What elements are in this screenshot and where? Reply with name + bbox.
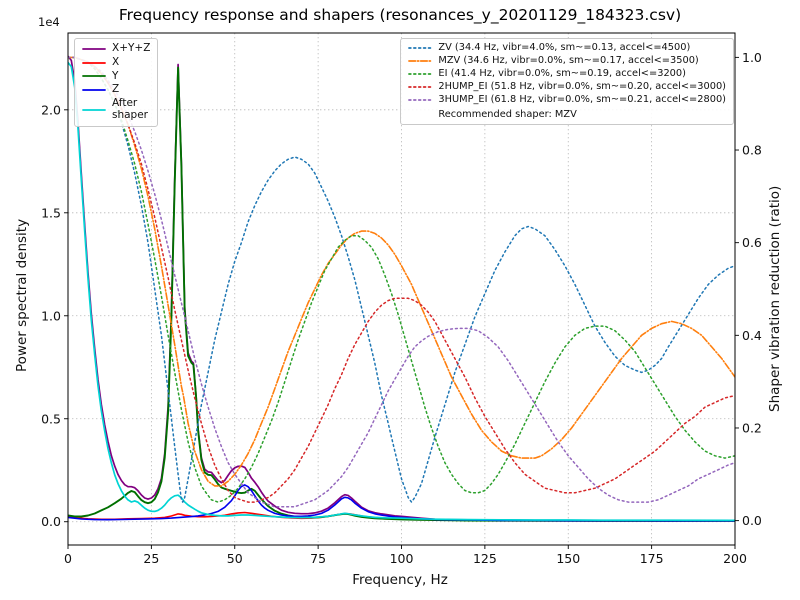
chart-title: Frequency response and shapers (resonanc…	[118, 6, 682, 24]
legend-label: 2HUMP_EI (51.8 Hz, vibr=0.0%, sm~=0.20, …	[438, 80, 726, 92]
y-left-tick-label: 1.0	[41, 308, 61, 323]
y-left-tick-label: 0.0	[41, 514, 61, 529]
x-tick-label: 125	[473, 551, 497, 566]
legend-label: Z	[112, 83, 120, 96]
legend-swatch-ei	[408, 73, 433, 76]
y-right-tick-label: 0.8	[742, 143, 762, 158]
legend-label: X	[112, 55, 120, 68]
legend-swatch-after shaper	[82, 108, 106, 111]
series-after-shaper	[68, 61, 735, 522]
y-right-tick-label: 0.6	[742, 235, 762, 250]
y-left-tick-label: 0.5	[41, 411, 61, 426]
series-xyz	[68, 55, 735, 522]
series-group	[68, 55, 735, 522]
x-tick-label: 0	[64, 551, 72, 566]
tick-marks	[64, 56, 739, 549]
legend-swatch-z	[82, 89, 106, 92]
legend-shapers: ZV (34.4 Hz, vibr=4.0%, sm~=0.13, accel<…	[400, 38, 734, 125]
legend-recommended-shaper: Recommended shaper: MZV	[438, 108, 577, 120]
x-tick-label: 75	[310, 551, 326, 566]
x-tick-label: 100	[390, 551, 414, 566]
legend-item: EI (41.4 Hz, vibr=0.0%, sm~=0.19, accel<…	[408, 67, 726, 80]
legend-label: ZV (34.4 Hz, vibr=4.0%, sm~=0.13, accel<…	[438, 42, 691, 53]
y-left-tick-label: 1.5	[41, 205, 61, 220]
legend-swatch-2hump_ei	[408, 86, 433, 89]
y-right-tick-label: 1.0	[742, 50, 762, 65]
legend-psd: X+Y+Z X Y Z After shaper	[74, 38, 159, 127]
y-right-tick-label: 0.0	[742, 513, 762, 528]
legend-item: Z	[82, 83, 150, 96]
legend-label: 3HUMP_EI (61.8 Hz, vibr=0.0%, sm~=0.21, …	[438, 93, 726, 105]
legend-label: After shaper	[112, 97, 149, 121]
legend-swatch-x	[82, 61, 106, 64]
legend-label: EI (41.4 Hz, vibr=0.0%, sm~=0.19, accel<…	[438, 67, 686, 79]
legend-swatch-zv	[408, 47, 433, 50]
series-2hump-ei	[68, 56, 735, 503]
legend-item: X+Y+Z	[82, 42, 151, 55]
series-ei	[68, 56, 735, 503]
axes-frame	[67, 32, 736, 546]
legend-item: X	[82, 55, 150, 69]
series-mzv	[68, 56, 735, 487]
legend-swatch-x+y+z	[82, 47, 106, 50]
y-right-tick-label: 0.4	[742, 328, 762, 343]
legend-label: X+Y+Z	[112, 42, 151, 54]
legend-swatch-mzv	[408, 60, 433, 63]
legend-label: MZV (34.6 Hz, vibr=0.0%, sm~=0.17, accel…	[438, 54, 699, 66]
legend-label: Y	[112, 69, 119, 82]
y-axis-offset-label: 1e4	[38, 15, 60, 29]
series-zv	[68, 56, 735, 503]
x-tick-label: 150	[556, 551, 580, 566]
x-tick-label: 25	[143, 551, 159, 566]
legend-swatch-3hump_ei	[408, 99, 433, 102]
legend-item: 3HUMP_EI (61.8 Hz, vibr=0.0%, sm~=0.21, …	[408, 93, 726, 106]
legend-item: Y	[82, 69, 150, 83]
series-3hump-ei	[68, 56, 735, 508]
legend-item: 2HUMP_EI (51.8 Hz, vibr=0.0%, sm~=0.20, …	[408, 80, 726, 93]
y-right-tick-label: 0.2	[742, 420, 762, 435]
x-axis-label: Frequency, Hz	[352, 572, 448, 588]
tick-labels: 0 25 50 75 100 125 150 175 200 0.0 0.5 1.0 1.5 2.0 0.0…	[41, 50, 762, 566]
legend-item: ZV (34.4 Hz, vibr=4.0%, sm~=0.13, accel<…	[408, 42, 726, 54]
legend-item: After shaper	[82, 97, 150, 122]
y-left-tick-label: 2.0	[41, 102, 61, 117]
legend-item: MZV (34.6 Hz, vibr=0.0%, sm~=0.17, accel…	[408, 54, 726, 67]
legend-swatch-y	[82, 75, 106, 78]
x-tick-label: 50	[227, 551, 243, 566]
x-tick-label: 200	[723, 551, 747, 566]
x-tick-label: 175	[640, 551, 664, 566]
